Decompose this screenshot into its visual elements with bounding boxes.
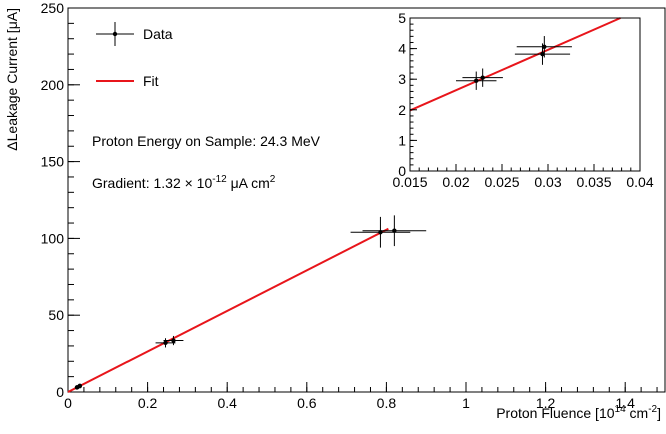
inset-y-axis: 0 1 2 3 4 5: [398, 10, 417, 179]
legend-data-label: Data: [143, 26, 173, 42]
main-x-tick-label: 1: [462, 395, 470, 411]
main-x-tick-label: 0.2: [138, 395, 158, 411]
main-y-tick-label: 50: [48, 307, 64, 323]
inset-x-tick-label: 0.025: [484, 174, 519, 190]
main-x-tick-label: 0.4: [217, 395, 237, 411]
main-x-axis: 0 0.2 0.4 0.6 0.8 1 1.2 1.4: [64, 382, 658, 411]
main-data-point-4: [155, 338, 176, 348]
main-marker: [163, 340, 168, 346]
main-data-point-5: [163, 335, 184, 346]
main-x-tick-label: 0: [64, 395, 72, 411]
inset-marker: [474, 78, 479, 83]
gradient-annotation: Gradient: 1.32 × 10-12 μA cm2: [92, 174, 276, 191]
legend-fit-label: Fit: [143, 73, 159, 89]
inset-plot-frame: [409, 17, 641, 172]
inset-data-points: [456, 36, 572, 90]
inset-x-tick-label: 0.04: [626, 174, 653, 190]
energy-annotation: Proton Energy on Sample: 24.3 MeV: [92, 133, 321, 149]
main-x-tick-label: 1.2: [536, 395, 556, 411]
main-x-tick-label: 0.8: [377, 395, 397, 411]
inset-marker: [540, 51, 545, 57]
x-axis-title: Proton Fluence [1014 cm-2]: [496, 404, 661, 421]
inset-y-tick-label: 0: [398, 163, 406, 179]
y-axis-title: ΔLeakage Current [μA]: [4, 8, 20, 151]
main-marker: [77, 383, 83, 388]
main-y-tick-label: 0: [56, 384, 64, 400]
legend: Data Fit: [96, 22, 173, 89]
main-x-tick-label: 0.6: [297, 395, 317, 411]
main-y-tick-label: 150: [41, 154, 65, 170]
main-y-axis: 0 50 100 150 200 250: [41, 0, 80, 400]
main-fit-line: [67, 227, 389, 393]
legend-data-marker-dot: [112, 31, 118, 37]
main-plot-frame: [67, 7, 666, 393]
inset-marker: [542, 44, 547, 49]
inset-fit-line: [409, 17, 621, 112]
main-y-tick-label: 200: [41, 77, 65, 93]
inset-x-tick-label: 0.03: [534, 174, 561, 190]
inset-y-tick-label: 3: [398, 71, 406, 87]
inset-data-point-1: [462, 68, 503, 87]
inset-fit-segment: [409, 17, 621, 112]
main-data-point-7: [362, 215, 427, 247]
inset-data-point-0: [456, 71, 497, 90]
main-y-tick-label: 100: [41, 230, 65, 246]
inset-x-tick-label: 0.035: [576, 174, 611, 190]
inset-data-point-3: [516, 36, 572, 58]
inset-x-tick-label: 0.015: [392, 174, 427, 190]
main-fit-segment: [67, 227, 389, 393]
inset-y-tick-label: 1: [398, 132, 406, 148]
inset-x-axis: 0.015 0.02 0.025 0.03 0.035 0.04: [392, 164, 654, 190]
main-marker: [171, 338, 176, 343]
main-data-point-3: [77, 383, 83, 388]
inset-x-tick-label: 0.02: [442, 174, 469, 190]
inset-marker: [480, 75, 485, 80]
main-x-tick-label: 1.4: [615, 395, 635, 411]
inset-y-tick-label: 2: [398, 102, 406, 118]
inset-y-tick-label: 4: [398, 41, 406, 57]
main-marker: [392, 228, 397, 233]
main-data-points: [74, 215, 427, 390]
main-y-tick-label: 250: [41, 0, 65, 16]
inset-y-tick-label: 5: [398, 10, 406, 26]
